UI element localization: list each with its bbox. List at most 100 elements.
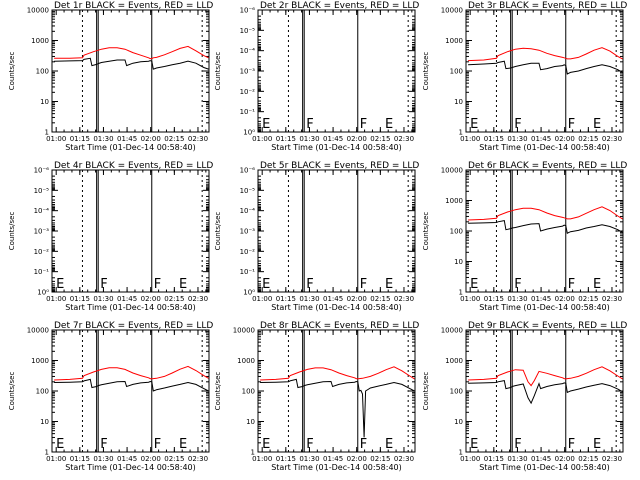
x-tick-label: 02:15 (578, 295, 598, 303)
panel-title: Det 2r BLACK = Events, RED = LLD (260, 1, 419, 11)
y-tick-label: 10 (40, 98, 49, 106)
y-tick-label: 10⁰ (243, 289, 255, 297)
y-axis-label: Counts/sec (214, 372, 222, 411)
y-tick-label: 10⁻⁴ (34, 207, 50, 215)
lld-series-line (468, 47, 623, 62)
event-marker: E (179, 437, 187, 452)
y-tick-label: 1 (45, 449, 49, 457)
x-tick-label: 01:00 (252, 135, 272, 143)
x-tick-label: 02:15 (164, 455, 184, 463)
y-tick-label: 10⁻⁵ (34, 187, 50, 195)
y-axis-label: Counts/sec (214, 52, 222, 91)
panel-det-4r: Det 4r BLACK = Events, RED = LLD 10⁰ 10⁻¹ 1… (8, 161, 213, 312)
y-tick-label: 10⁻¹ (34, 268, 50, 276)
panel-title: Det 3r BLACK = Events, RED = LLD (468, 1, 627, 11)
y-axis-label: Counts/sec (8, 52, 16, 91)
x-tick-label: 01:00 (252, 455, 272, 463)
event-marker: E (179, 277, 187, 292)
event-marker: F (568, 277, 575, 292)
x-tick-label: 01:15 (484, 295, 504, 303)
y-tick-label: 1000 (31, 37, 49, 45)
x-tick-label: 01:30 (299, 135, 319, 143)
event-marker: E (262, 277, 270, 292)
y-tick-label: 10000 (441, 327, 463, 335)
x-tick-label: 02:00 (347, 135, 367, 143)
event-marker: E (262, 117, 270, 132)
y-tick-label: 1000 (237, 357, 255, 365)
x-tick-label: 01:00 (46, 295, 66, 303)
x-tick-label: 01:45 (117, 455, 137, 463)
y-tick-label: 1000 (445, 197, 463, 205)
y-tick-label: 100 (36, 68, 49, 76)
x-tick-label: 01:30 (93, 135, 113, 143)
x-axis-label: Start Time (01-Dec-14 00:58:40) (65, 463, 196, 472)
plot-frame (51, 9, 210, 133)
y-tick-label: 100 (450, 228, 463, 236)
x-tick-label: 02:00 (555, 135, 575, 143)
x-tick-label: 02:15 (370, 455, 390, 463)
x-tick-label: 02:30 (602, 295, 622, 303)
event-marker: F (360, 437, 367, 452)
x-axis-label: Start Time (01-Dec-14 00:58:40) (65, 303, 196, 312)
y-tick-label: 10⁻⁶ (240, 167, 256, 175)
event-marker: E (385, 437, 393, 452)
x-tick-label: 02:30 (394, 455, 414, 463)
x-axis-label: Start Time (01-Dec-14 00:58:40) (479, 143, 610, 152)
event-marker: F (100, 437, 107, 452)
x-tick-label: 02:15 (578, 135, 598, 143)
y-tick-label: 10000 (27, 327, 49, 335)
lld-series-line (54, 365, 209, 381)
y-tick-label: 100 (450, 388, 463, 396)
x-tick-label: 01:30 (507, 135, 527, 143)
y-axis-label: Counts/sec (214, 212, 222, 251)
y-tick-label: 10⁻¹ (240, 268, 256, 276)
x-tick-label: 02:30 (188, 135, 208, 143)
plot-frame (257, 9, 416, 133)
y-tick-label: 1000 (31, 357, 49, 365)
x-tick-label: 02:30 (394, 135, 414, 143)
panel-det-6r: Det 6r BLACK = Events, RED = LLD 1 10 100 10… (422, 161, 627, 312)
event-marker: E (385, 277, 393, 292)
y-tick-label: 10⁻⁴ (240, 207, 256, 215)
x-tick-label: 01:15 (70, 455, 90, 463)
event-marker: E (593, 117, 601, 132)
event-marker: F (100, 277, 107, 292)
x-tick-label: 01:15 (70, 295, 90, 303)
y-tick-label: 1 (459, 289, 463, 297)
x-tick-label: 01:30 (507, 295, 527, 303)
event-marker: F (514, 437, 521, 452)
panel-det-1r: Det 1r BLACK = Events, RED = LLD 1 10 100 10… (8, 1, 213, 152)
panel-title: Det 6r BLACK = Events, RED = LLD (468, 161, 627, 171)
event-marker: F (306, 277, 313, 292)
y-tick-label: 1 (251, 449, 255, 457)
x-tick-label: 02:15 (370, 135, 390, 143)
x-tick-label: 01:00 (46, 135, 66, 143)
panel-title: Det 9r BLACK = Events, RED = LLD (468, 321, 627, 331)
event-marker: F (306, 117, 313, 132)
x-tick-label: 01:00 (460, 295, 480, 303)
x-tick-label: 02:00 (347, 295, 367, 303)
x-axis-label: Start Time (01-Dec-14 00:58:40) (479, 303, 610, 312)
event-marker: E (56, 277, 64, 292)
y-tick-label: 10⁻⁶ (34, 167, 50, 175)
y-tick-label: 1 (459, 449, 463, 457)
x-tick-label: 02:30 (602, 455, 622, 463)
y-tick-label: 1 (459, 129, 463, 137)
y-tick-label: 1 (45, 129, 49, 137)
y-tick-label: 10 (454, 418, 463, 426)
y-tick-label: 10000 (441, 7, 463, 15)
plot-frame (257, 169, 416, 293)
event-marker: E (470, 117, 478, 132)
x-tick-label: 01:15 (484, 455, 504, 463)
y-tick-label: 10 (454, 98, 463, 106)
x-tick-label: 02:30 (188, 455, 208, 463)
event-marker: F (360, 277, 367, 292)
lld-series-line (468, 366, 623, 387)
panel-det-2r: Det 2r BLACK = Events, RED = LLD 10⁰ 10⁻¹ 1… (214, 1, 419, 152)
x-axis-label: Start Time (01-Dec-14 00:58:40) (479, 463, 610, 472)
x-tick-label: 02:00 (347, 455, 367, 463)
y-tick-label: 100 (36, 388, 49, 396)
panel-det-5r: Det 5r BLACK = Events, RED = LLD 10⁰ 10⁻¹ 1… (214, 161, 419, 312)
